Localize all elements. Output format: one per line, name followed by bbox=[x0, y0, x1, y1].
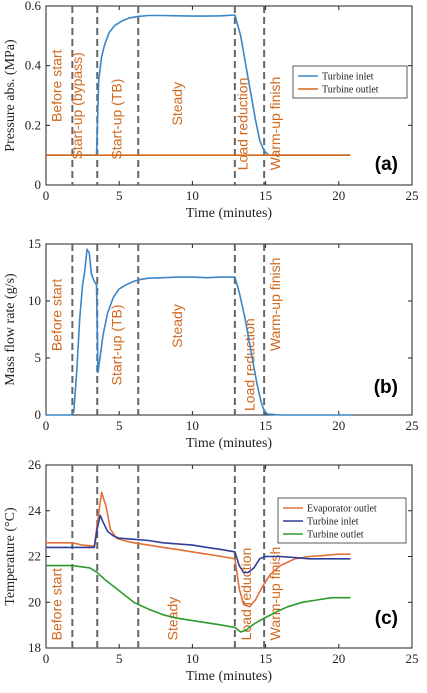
series-line-turbine-inlet bbox=[46, 14, 351, 156]
legend: Turbine inlet Turbine outlet bbox=[292, 65, 408, 99]
series-line-turbine-outlet bbox=[46, 564, 351, 633]
chart-panel-1: 0 5 10 15 20 25 0 0.2 0.4 0.6 Time (minutes) Pressu… bbox=[3, 0, 419, 221]
x-tick-label: 15 bbox=[259, 651, 272, 666]
series-line-mass-flow bbox=[46, 248, 351, 416]
phase-label: Steady bbox=[169, 304, 185, 348]
chart-panel-2: 0 5 10 15 20 25 0 5 10 15 Time (minutes) Mass flow … bbox=[3, 236, 419, 451]
phase-label: Warm-up finish bbox=[267, 547, 283, 641]
phase-label: Before start bbox=[48, 279, 64, 351]
phase-label: Steady bbox=[169, 82, 185, 126]
x-tick-label: 15 bbox=[259, 418, 272, 433]
y-tick-label: 15 bbox=[28, 236, 41, 251]
y-tick-label: 0.2 bbox=[25, 117, 41, 132]
x-axis-label: Time (minutes) bbox=[186, 436, 273, 451]
y-axis-label: Mass flow rate (g/s) bbox=[3, 273, 18, 386]
x-tick-label: 15 bbox=[259, 188, 272, 203]
x-axis-label: Time (minutes) bbox=[186, 206, 273, 221]
chart-panel-3: 0 5 10 15 20 25 18 20 22 24 26 Time (minutes) Temper… bbox=[3, 457, 419, 684]
y-tick-label: 5 bbox=[35, 350, 42, 365]
x-tick-label: 10 bbox=[186, 188, 199, 203]
plot-frame bbox=[45, 243, 413, 416]
y-tick-label: 20 bbox=[28, 594, 41, 609]
phase-label: Start-up (bypass) bbox=[69, 52, 85, 159]
x-tick-label: 0 bbox=[43, 418, 50, 433]
x-axis-label: Time (minutes) bbox=[186, 669, 273, 684]
phase-label: Warm-up finish bbox=[267, 77, 283, 171]
legend-entry: Turbine inlet bbox=[322, 72, 374, 83]
x-tick-label: 0 bbox=[43, 188, 50, 203]
phase-label: Warm-up finish bbox=[267, 258, 283, 352]
y-tick-label: 0 bbox=[35, 407, 42, 422]
x-tick-label: 20 bbox=[332, 651, 345, 666]
x-tick-label: 5 bbox=[116, 651, 123, 666]
panel-label: (b) bbox=[374, 377, 398, 398]
phase-label: Start-up (TB) bbox=[108, 304, 124, 385]
phase-label: Start-up (TB) bbox=[108, 79, 124, 160]
y-tick-label: 18 bbox=[28, 640, 41, 655]
x-tick-label: 25 bbox=[406, 188, 419, 203]
x-tick-label: 5 bbox=[116, 188, 123, 203]
y-axis-label: Temperature (°C) bbox=[3, 507, 18, 606]
y-tick-label: 0 bbox=[35, 177, 42, 192]
legend-entry: Turbine outlet bbox=[322, 85, 379, 96]
x-tick-label: 10 bbox=[186, 418, 199, 433]
phase-label: Steady bbox=[165, 597, 181, 641]
x-tick-label: 25 bbox=[406, 651, 419, 666]
legend-entry: Evaporator outlet bbox=[307, 504, 377, 515]
phase-label: Before start bbox=[48, 49, 64, 121]
plot-frame bbox=[45, 5, 413, 186]
y-tick-label: 22 bbox=[28, 549, 41, 564]
phase-label: Load reduction bbox=[242, 318, 258, 411]
y-tick-label: 0.6 bbox=[25, 0, 42, 13]
phase-label: Load reduction bbox=[234, 78, 250, 171]
x-tick-label: 5 bbox=[116, 418, 123, 433]
legend-entry: Turbine inlet bbox=[307, 517, 359, 528]
x-tick-label: 20 bbox=[332, 188, 345, 203]
x-tick-label: 0 bbox=[43, 651, 50, 666]
legend-box bbox=[292, 65, 408, 99]
legend: Evaporator outlet Turbine inlet Turbine ou… bbox=[277, 497, 407, 544]
y-tick-label: 10 bbox=[28, 293, 41, 308]
series-line-turbine-inlet bbox=[46, 514, 351, 574]
y-tick-label: 26 bbox=[28, 457, 42, 472]
y-tick-label: 24 bbox=[28, 503, 42, 518]
y-axis-label: Pressure abs. (MPa) bbox=[3, 39, 18, 152]
legend-entry: Turbine outlet bbox=[307, 530, 364, 541]
y-tick-label: 0.4 bbox=[25, 58, 42, 73]
x-tick-label: 20 bbox=[332, 418, 345, 433]
x-tick-label: 10 bbox=[186, 651, 199, 666]
phase-label: Before start bbox=[48, 568, 64, 640]
panel-label: (c) bbox=[375, 608, 398, 629]
x-tick-label: 25 bbox=[406, 418, 419, 433]
series-line-evaporator-outlet bbox=[46, 491, 351, 608]
panel-label: (a) bbox=[375, 154, 398, 175]
